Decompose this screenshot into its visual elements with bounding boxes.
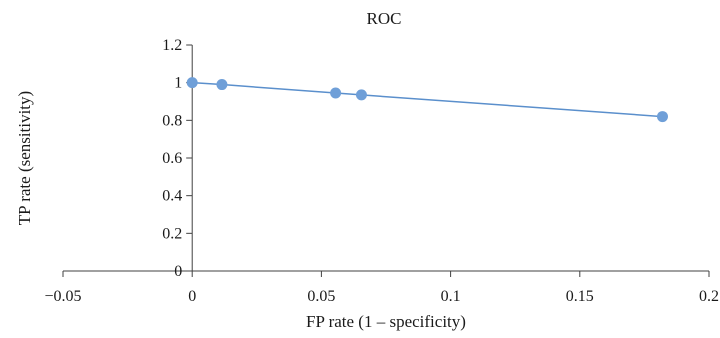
y-axis-label: TP rate (sensitivity) xyxy=(15,91,34,225)
y-tick-label: 0.2 xyxy=(162,225,182,242)
data-point xyxy=(330,87,342,99)
x-tick-label: −0.05 xyxy=(44,288,81,305)
y-tick-label: 0.6 xyxy=(162,150,182,167)
y-tick-label: 0 xyxy=(174,263,182,280)
y-tick-label: 1 xyxy=(174,75,182,92)
series-group xyxy=(186,77,668,123)
axes xyxy=(63,45,709,272)
data-point xyxy=(216,79,228,91)
y-tick-label: 0.4 xyxy=(162,188,182,205)
x-ticks: −0.05 0 0.05 0.1 0.15 0.2 xyxy=(44,271,719,305)
x-tick-label: 0.1 xyxy=(441,288,461,305)
series-line xyxy=(192,81,663,118)
data-point xyxy=(355,89,367,101)
x-tick-label: 0.2 xyxy=(699,288,719,305)
chart-title: ROC xyxy=(367,9,402,28)
x-tick-label: 0.05 xyxy=(307,288,335,305)
data-point xyxy=(656,111,668,123)
data-point xyxy=(186,77,198,89)
y-tick-label: 0.8 xyxy=(162,112,182,129)
y-tick-label: 1.2 xyxy=(162,37,182,54)
y-ticks: 0 0.2 0.4 0.6 0.8 1 1.2 xyxy=(162,37,193,280)
x-tick-label: 0 xyxy=(188,288,196,305)
x-axis-label: FP rate (1 – specificity) xyxy=(306,312,466,331)
x-tick-label: 0.15 xyxy=(566,288,594,305)
